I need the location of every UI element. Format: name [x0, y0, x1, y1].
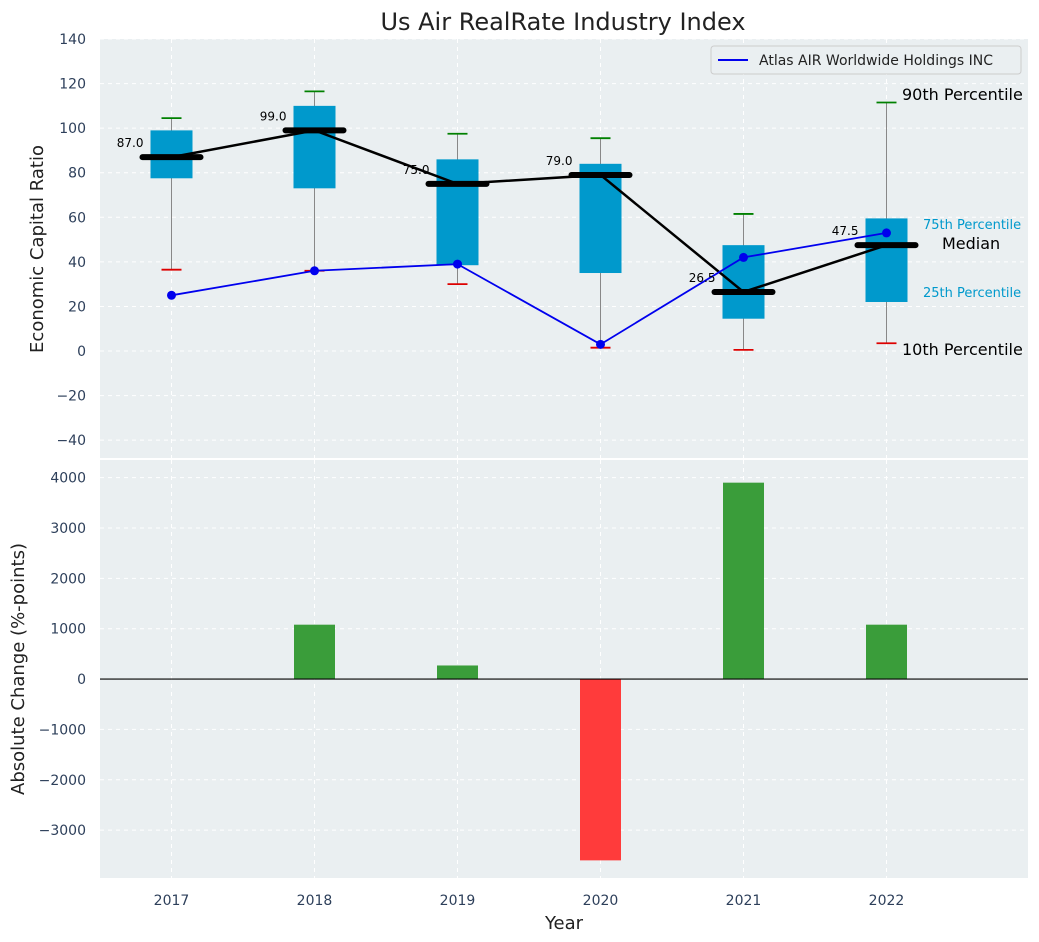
- median-value-label: 99.0: [260, 109, 287, 123]
- x-axis-title: Year: [544, 913, 584, 934]
- median-line: [171, 129, 887, 294]
- p75-annotation: 75th Percentile: [923, 218, 1021, 233]
- change-bar: [294, 624, 335, 680]
- x-ticks: 2017 2018 2019 2020 2021 2022: [154, 893, 905, 909]
- series-line: [171, 232, 887, 346]
- y-tick-label: −3000: [39, 823, 86, 839]
- p10-annotation: 10th Percentile: [902, 340, 1023, 359]
- median-value-label: 47.5: [832, 224, 859, 238]
- series-point: [596, 339, 605, 349]
- y-tick-label: −1000: [39, 722, 86, 738]
- box-iqr: [579, 163, 622, 274]
- top-y-axis-title: Economic Capital Ratio: [27, 145, 48, 353]
- y-tick-label: 3000: [50, 521, 86, 537]
- y-tick-label: 4000: [50, 471, 86, 487]
- y-tick-label: 20: [68, 299, 86, 315]
- x-tick-label: 2019: [440, 893, 476, 909]
- change-bar: [437, 665, 478, 680]
- p25-annotation: 25th Percentile: [923, 286, 1021, 301]
- series-point: [739, 252, 748, 262]
- x-tick-label: 2017: [154, 893, 190, 909]
- y-tick-label: 2000: [50, 571, 86, 587]
- y-tick-label: 1000: [50, 622, 86, 638]
- y-tick-label: 80: [68, 166, 86, 182]
- bars: [294, 482, 907, 861]
- median-value-labels: 87.0 99.0 75.0 79.0 26.5 47.5: [117, 109, 859, 285]
- y-tick-label: 40: [68, 255, 86, 271]
- box-iqr: [436, 159, 479, 266]
- y-tick-label: 120: [59, 77, 86, 93]
- y-tick-label: −20: [56, 389, 86, 405]
- x-tick-label: 2022: [869, 893, 905, 909]
- median-value-label: 75.0: [403, 163, 430, 177]
- box-iqr: [293, 105, 336, 189]
- y-tick-label: 0: [77, 344, 86, 360]
- top-y-ticks: −40 −20 0 20 40 60 80 100 120 140: [56, 32, 86, 449]
- y-tick-label: 60: [68, 210, 86, 226]
- x-tick-label: 2018: [297, 893, 333, 909]
- chart-title: Us Air RealRate Industry Index: [380, 8, 745, 36]
- bottom-y-ticks: −3000 −2000 −1000 0 1000 2000 3000 4000: [39, 471, 86, 840]
- series-point: [882, 228, 891, 238]
- change-bar: [723, 482, 764, 680]
- bottom-y-axis-title: Absolute Change (%-points): [8, 543, 29, 795]
- legend-entry: Atlas AIR Worldwide Holdings INC: [759, 53, 993, 69]
- legend: Atlas AIR Worldwide Holdings INC: [710, 45, 1022, 75]
- p90-annotation: 90th Percentile: [902, 85, 1023, 104]
- y-tick-label: −40: [56, 433, 86, 449]
- y-tick-label: 100: [59, 121, 86, 137]
- change-bar: [580, 679, 621, 861]
- y-tick-label: 140: [59, 32, 86, 48]
- series-lines: [139, 127, 919, 349]
- series-point: [167, 290, 176, 300]
- y-tick-label: −2000: [39, 773, 86, 789]
- x-tick-label: 2021: [726, 893, 762, 909]
- y-tick-label: 0: [77, 672, 86, 688]
- median-value-label: 87.0: [117, 136, 144, 150]
- series-point: [453, 259, 462, 269]
- median-value-label: 79.0: [546, 154, 573, 168]
- x-tick-label: 2020: [583, 893, 619, 909]
- change-bar: [866, 624, 907, 680]
- median-value-label: 26.5: [689, 271, 716, 285]
- series-point: [310, 266, 319, 276]
- median-annotation: Median: [942, 234, 1000, 253]
